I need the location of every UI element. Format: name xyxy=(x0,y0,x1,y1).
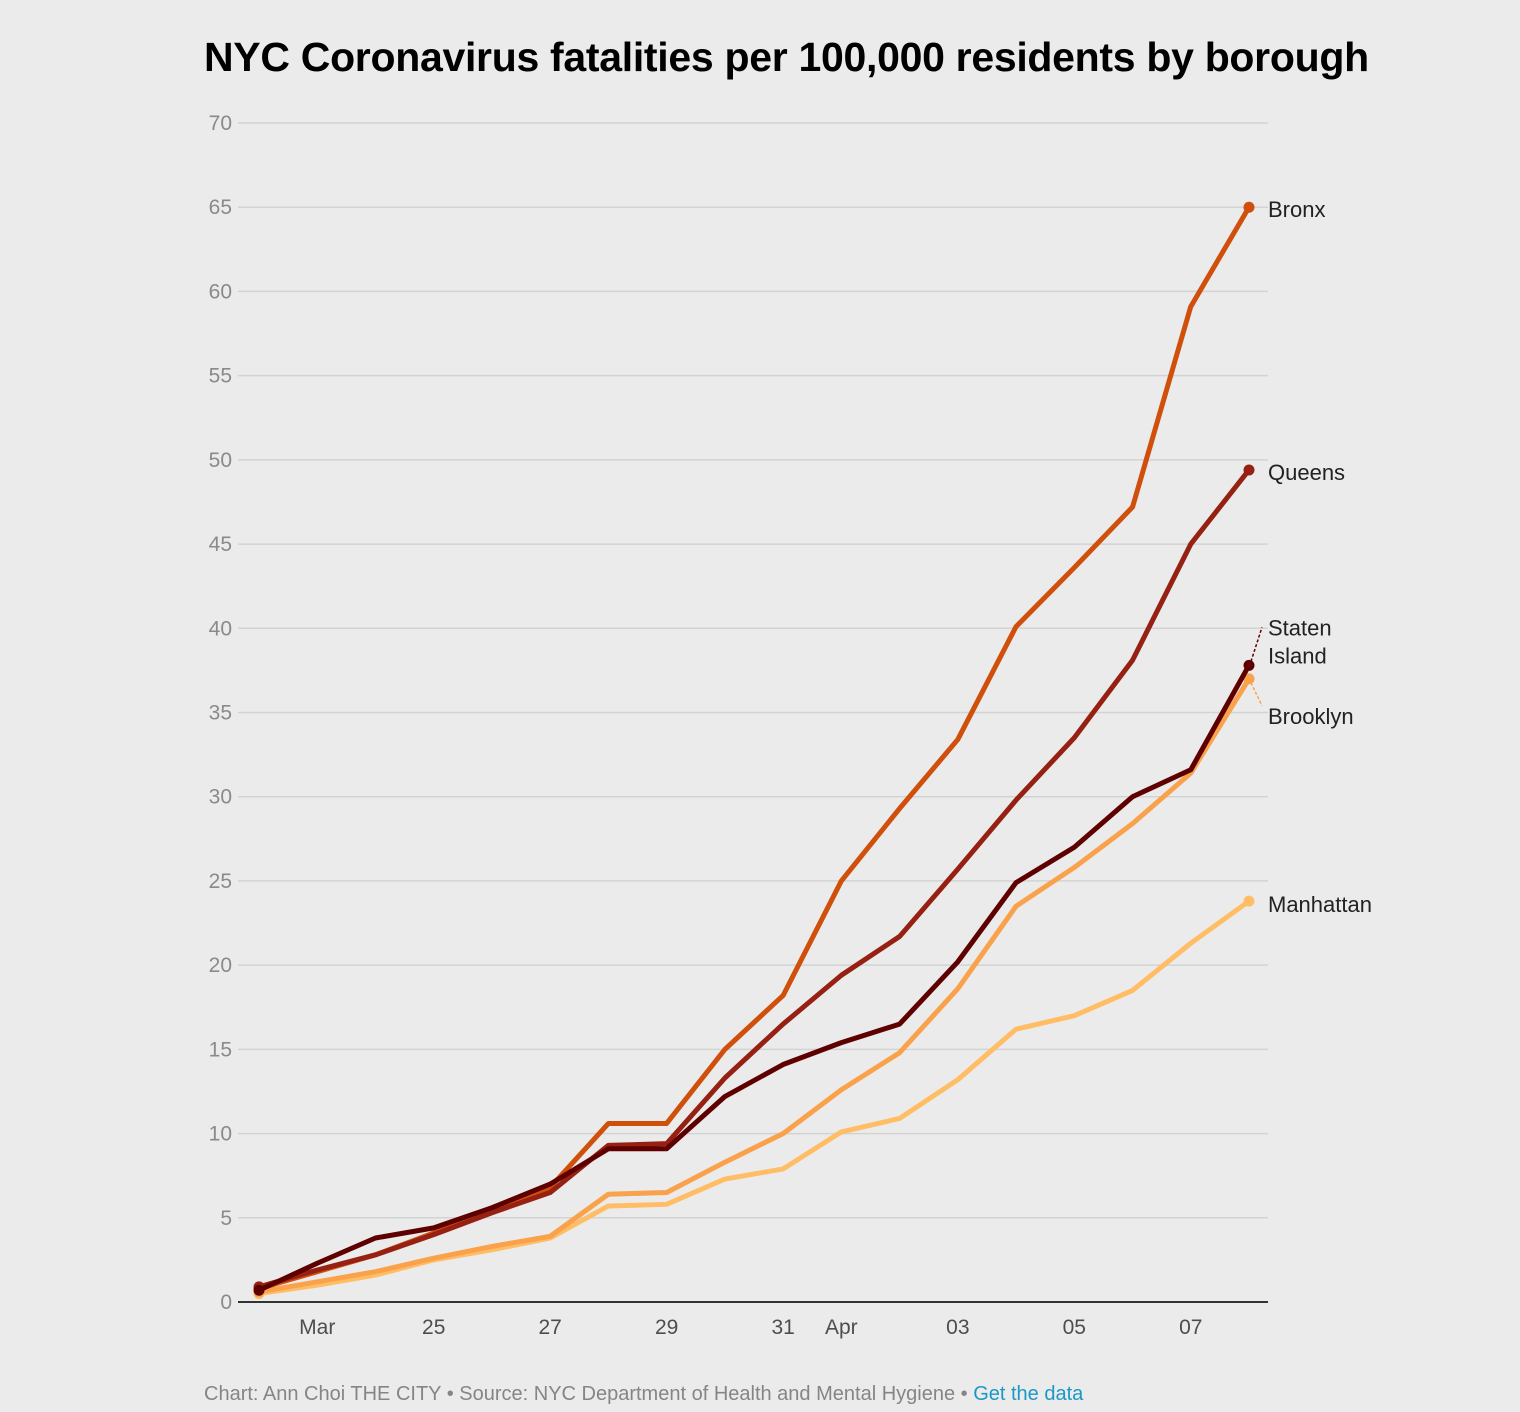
series-end-point-queens xyxy=(1243,464,1255,476)
series-end-point-staten-island xyxy=(1243,659,1255,671)
x-tick-label: 29 xyxy=(655,1316,678,1339)
label-leader-staten-island xyxy=(1250,627,1263,662)
x-tick-label: 27 xyxy=(538,1316,561,1339)
series-label-queens: Queens xyxy=(1268,460,1345,485)
series-line-brooklyn xyxy=(256,676,1252,1295)
x-tick-label: 31 xyxy=(771,1316,794,1339)
x-tick-label: 07 xyxy=(1179,1316,1202,1339)
y-tick-label: 0 xyxy=(220,1291,232,1314)
y-tick-label: 20 xyxy=(209,954,232,977)
y-tick-label: 35 xyxy=(209,702,232,725)
x-tick-label: 03 xyxy=(946,1316,969,1339)
y-tick-label: 10 xyxy=(209,1123,232,1146)
y-tick-label: 40 xyxy=(209,617,232,640)
series-label-staten-island: Staten xyxy=(1268,615,1332,640)
y-tick-label: 55 xyxy=(209,365,232,388)
series-end-labels: Bronx Queens Staten Island Brooklyn Manhattan xyxy=(1250,197,1372,917)
series-end-point-bronx xyxy=(1243,201,1255,213)
credit-text: Chart: Ann Choi THE CITY xyxy=(204,1383,442,1405)
y-tick-label: 65 xyxy=(209,196,232,219)
series-label-manhattan: Manhattan xyxy=(1268,892,1372,917)
series-line-bronx xyxy=(256,204,1252,1292)
series-line-staten-island xyxy=(256,662,1252,1293)
series-label-staten-island: Island xyxy=(1268,643,1327,668)
x-tick-label: Apr xyxy=(825,1316,858,1339)
get-the-data-link[interactable]: Get the data xyxy=(973,1383,1084,1405)
y-axis-tick-labels: 0 5 10 15 20 25 30 35 40 45 50 55 60 65 70 xyxy=(209,112,232,1314)
y-tick-label: 50 xyxy=(209,449,232,472)
x-tick-label: Mar xyxy=(299,1316,335,1339)
y-tick-label: 5 xyxy=(220,1207,232,1230)
y-tick-label: 60 xyxy=(209,280,232,303)
series-label-bronx: Bronx xyxy=(1268,197,1325,222)
y-tick-label: 25 xyxy=(209,870,232,893)
x-tick-label: 25 xyxy=(422,1316,445,1339)
series-label-brooklyn: Brooklyn xyxy=(1268,704,1354,729)
x-axis-tick-labels: Mar 25 27 29 31 Apr 03 05 07 xyxy=(299,1316,1202,1339)
y-tick-label: 70 xyxy=(209,112,232,135)
chart-title: NYC Coronavirus fatalities per 100,000 r… xyxy=(204,34,1369,80)
x-tick-label: 05 xyxy=(1063,1316,1086,1339)
series-line-queens xyxy=(256,467,1252,1290)
source-text: Source: NYC Department of Health and Men… xyxy=(459,1383,956,1405)
footer-separator: • xyxy=(441,1383,460,1405)
footer-separator: • xyxy=(955,1383,974,1405)
series-start-point-staten-island xyxy=(253,1284,265,1296)
label-leader-brooklyn xyxy=(1250,682,1263,707)
chart-footer: Chart: Ann Choi THE CITY • Source: NYC D… xyxy=(204,1383,1083,1406)
series-lines xyxy=(253,201,1255,1300)
series-end-point-manhattan xyxy=(1243,895,1255,907)
y-tick-label: 30 xyxy=(209,786,232,809)
series-end-point-brooklyn xyxy=(1243,673,1255,685)
y-tick-label: 15 xyxy=(209,1038,232,1061)
y-tick-label: 45 xyxy=(209,533,232,556)
